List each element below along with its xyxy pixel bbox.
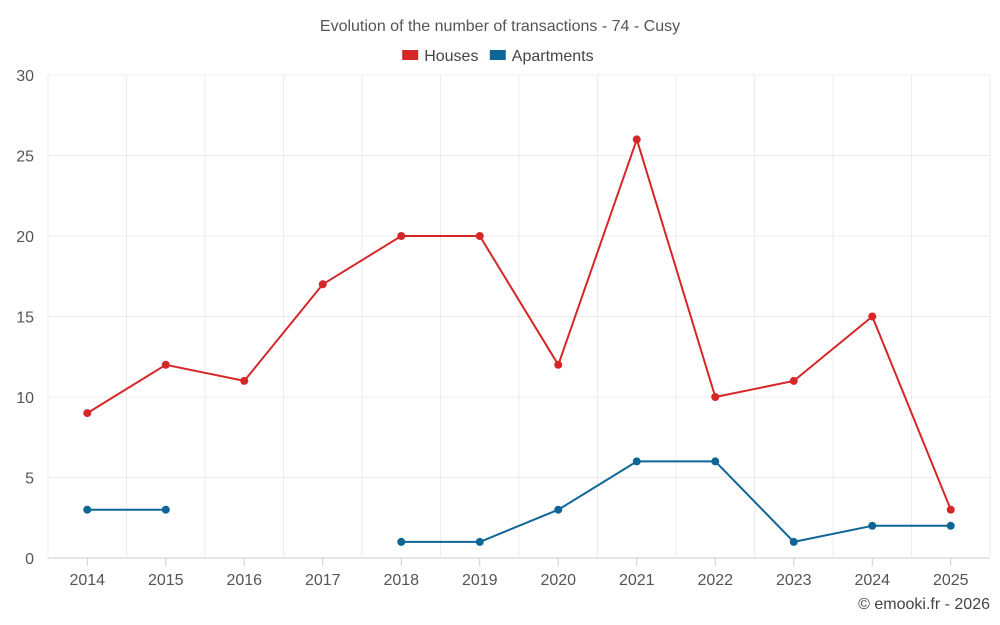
- x-tick-label: 2025: [933, 572, 969, 589]
- series-line: [401, 460, 951, 543]
- legend-swatch: [402, 50, 419, 60]
- series-line: [86, 138, 952, 511]
- legend-label: Apartments: [512, 48, 594, 65]
- data-point: [632, 135, 641, 144]
- data-point: [946, 521, 955, 530]
- x-tick-label: 2019: [462, 572, 498, 589]
- y-tick-label: 15: [16, 310, 34, 327]
- data-point: [397, 232, 406, 240]
- data-point: [946, 505, 955, 514]
- y-tick-label: 0: [25, 551, 34, 568]
- data-point: [83, 409, 92, 418]
- legend-swatch: [489, 50, 506, 60]
- data-point: [240, 376, 249, 385]
- y-tick-label: 25: [16, 149, 34, 166]
- x-tick-label: 2014: [69, 572, 105, 589]
- grid: [47, 74, 991, 559]
- data-point: [868, 312, 877, 321]
- data-point: [711, 393, 720, 401]
- data-point: [632, 457, 641, 466]
- data-point: [475, 537, 484, 546]
- chart-title: Evolution of the number of transactions …: [320, 18, 680, 35]
- legend: Houses Apartments: [402, 48, 594, 65]
- legend-item-apartments: Apartments: [489, 48, 594, 65]
- data-point: [789, 537, 798, 546]
- x-tick-label: 2020: [540, 572, 576, 589]
- credit-text: © emooki.fr - 2026: [858, 596, 990, 613]
- x-tick-label: 2015: [148, 572, 184, 589]
- data-point: [161, 505, 170, 514]
- x-tick-label: 2021: [619, 572, 655, 589]
- data-point: [161, 360, 170, 369]
- data-point: [711, 457, 720, 466]
- x-tick-label: 2022: [697, 572, 733, 589]
- x-tick-label: 2016: [226, 572, 262, 589]
- data-point: [789, 376, 798, 385]
- legend-item-houses: Houses: [402, 48, 478, 65]
- y-axis: 0 5 10 15 20 25 30: [16, 68, 34, 568]
- data-point: [397, 537, 406, 546]
- x-axis: 2014 2015 2016 2017 2018 2019 2020 2021 2022 2023…: [69, 558, 969, 589]
- y-tick-label: 5: [25, 471, 34, 488]
- x-tick-label: 2017: [305, 572, 341, 589]
- y-tick-label: 30: [16, 68, 34, 85]
- data-point: [475, 232, 484, 240]
- data-point: [868, 521, 877, 530]
- data-point: [554, 360, 563, 369]
- data-point: [83, 505, 92, 514]
- legend-label: Houses: [424, 48, 478, 65]
- data-point: [554, 505, 563, 514]
- x-tick-label: 2024: [854, 572, 890, 589]
- x-tick-label: 2018: [383, 572, 419, 589]
- x-tick-label: 2023: [776, 572, 812, 589]
- series-apartments: [83, 457, 955, 546]
- y-tick-label: 20: [16, 229, 34, 246]
- series-layer: [83, 135, 955, 546]
- series-houses: [83, 135, 955, 514]
- y-tick-label: 10: [16, 390, 34, 407]
- data-point: [318, 280, 327, 289]
